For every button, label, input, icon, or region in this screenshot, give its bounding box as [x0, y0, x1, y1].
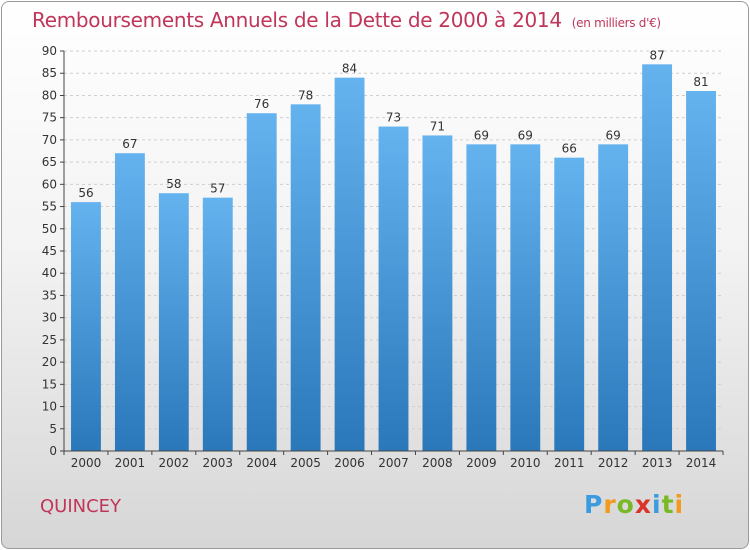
- y-tick-label: 85: [42, 66, 57, 80]
- x-tick-label: 2003: [202, 456, 233, 470]
- y-tick-label: 10: [42, 400, 57, 414]
- x-tick-label: 2007: [378, 456, 409, 470]
- bar-value-label: 87: [649, 48, 664, 62]
- bar: [422, 135, 453, 451]
- bar-value-label: 66: [562, 142, 577, 156]
- bar: [378, 126, 409, 452]
- title-text: Remboursements Annuels de la Dette de 20…: [32, 8, 562, 32]
- x-tick-label: 2005: [290, 456, 321, 470]
- bar-value-label: 76: [254, 97, 269, 111]
- y-tick-label: 65: [42, 155, 57, 169]
- y-tick-label: 50: [42, 222, 57, 236]
- y-tick-label: 25: [42, 333, 57, 347]
- x-tick-label: 2014: [686, 456, 717, 470]
- bar: [158, 193, 189, 451]
- y-tick-label: 45: [42, 244, 57, 258]
- bar: [466, 144, 497, 452]
- bar: [114, 153, 145, 451]
- logo-letter: i: [674, 490, 685, 519]
- logo-letter: i: [652, 490, 662, 519]
- bar: [246, 113, 277, 451]
- logo-letter: r: [603, 490, 617, 519]
- logo-letter: P: [584, 490, 604, 519]
- bar: [510, 144, 541, 452]
- y-tick-label: 80: [42, 88, 57, 102]
- y-tick-label: 0: [49, 444, 57, 458]
- bar-value-label: 73: [386, 111, 401, 125]
- bar-value-label: 84: [342, 62, 357, 76]
- y-tick-label: 70: [42, 133, 57, 147]
- y-tick-label: 20: [42, 355, 57, 369]
- bar-value-label: 78: [298, 88, 313, 102]
- y-tick-label: 60: [42, 177, 57, 191]
- y-tick-label: 15: [42, 377, 57, 391]
- bar: [686, 91, 716, 451]
- x-tick-label: 2011: [554, 456, 585, 470]
- bar: [290, 104, 321, 451]
- y-tick-label: 5: [49, 422, 57, 436]
- x-tick-label: 2013: [642, 456, 673, 470]
- x-tick-label: 2008: [422, 456, 453, 470]
- x-tick-label: 2001: [115, 456, 146, 470]
- x-tick-label: 2000: [71, 456, 102, 470]
- bar: [598, 144, 629, 452]
- bar-value-label: 56: [78, 186, 93, 200]
- bar: [71, 202, 101, 451]
- bar-value-label: 69: [518, 128, 533, 142]
- logo-letter: t: [661, 490, 675, 519]
- logo-letter: x: [634, 490, 652, 519]
- bar-value-label: 71: [430, 119, 445, 133]
- x-tick-label: 2009: [466, 456, 497, 470]
- y-tick-label: 90: [42, 44, 57, 58]
- bar-value-label: 58: [166, 177, 181, 191]
- x-tick-label: 2006: [334, 456, 365, 470]
- bar: [202, 197, 233, 451]
- y-tick-label: 35: [42, 288, 57, 302]
- x-tick-label: 2012: [598, 456, 629, 470]
- logo-letter: o: [616, 490, 635, 519]
- bar-value-label: 67: [122, 137, 137, 151]
- bars: 56 67 58 57 76 78 84 73 71 69 69 66 69 87 81: [71, 48, 716, 452]
- bar-value-label: 81: [693, 75, 708, 89]
- y-tick-label: 30: [42, 311, 57, 325]
- x-tick-label: 2002: [159, 456, 190, 470]
- axes: 0 5 10 15 20 25 30 35 40 45 50 55 60 65 70 75 80 85 90 2000…: [42, 44, 724, 470]
- bar: [642, 64, 673, 452]
- bar-value-label: 69: [606, 128, 621, 142]
- x-tick-label: 2004: [246, 456, 277, 470]
- chart-subtitle: (en milliers d'€): [571, 16, 661, 30]
- chart-title: Remboursements Annuels de la Dette de 20…: [32, 8, 661, 32]
- proxiti-logo: Proxiti: [584, 490, 684, 519]
- bar: [554, 157, 585, 451]
- bar: [334, 77, 365, 452]
- x-tick-label: 2010: [510, 456, 541, 470]
- bar-value-label: 57: [210, 182, 225, 196]
- y-tick-label: 55: [42, 200, 57, 214]
- bar-value-label: 69: [474, 128, 489, 142]
- y-tick-label: 75: [42, 111, 57, 125]
- y-tick-label: 40: [42, 266, 57, 280]
- city-name: QUINCEY: [40, 496, 122, 517]
